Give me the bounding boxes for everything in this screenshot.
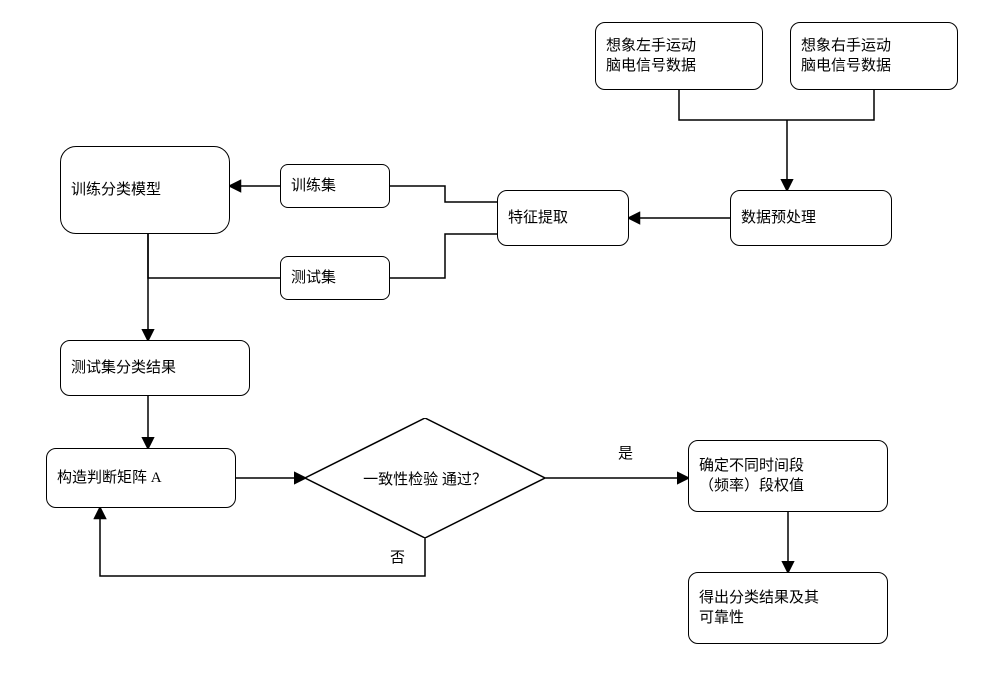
node-label: 训练集 [291, 176, 336, 196]
node-n_testresult: 测试集分类结果 [60, 340, 250, 396]
node-label: 测试集 [291, 268, 336, 288]
edge-e_feat_up [390, 186, 497, 202]
node-label: 特征提取 [508, 208, 568, 228]
edge-e_test_to_model [148, 234, 280, 278]
flowchart-canvas: 想象左手运动 脑电信号数据 想象右手运动 脑电信号数据数据预处理 特征提取 训练集测试… [0, 0, 1000, 690]
node-n_preprocess: 数据预处理 [730, 190, 892, 246]
node-label: 构造判断矩阵 A [57, 468, 162, 488]
node-label: 测试集分类结果 [71, 358, 176, 378]
node-n_feature: 特征提取 [497, 190, 629, 246]
node-label: 想象右手运动 脑电信号数据 [801, 36, 891, 77]
node-label: 训练分类模型 [71, 180, 161, 200]
node-label: 得出分类结果及其 可靠性 [699, 588, 819, 629]
node-label: 确定不同时间段 （频率）段权值 [699, 456, 804, 497]
node-n_right_hand: 想象右手运动 脑电信号数据 [790, 22, 958, 90]
edge-label-yes: 是 [618, 442, 633, 463]
decision-label: 一致性检验 通过？ [305, 418, 545, 538]
node-n_testset: 测试集 [280, 256, 390, 300]
decision-d_check: 一致性检验 通过？ [305, 418, 545, 538]
edge-e_feat_down [390, 234, 497, 278]
node-label: 想象左手运动 脑电信号数据 [606, 36, 696, 77]
node-n_left_hand: 想象左手运动 脑电信号数据 [595, 22, 763, 90]
node-n_matrixA: 构造判断矩阵 A [46, 448, 236, 508]
node-n_weights: 确定不同时间段 （频率）段权值 [688, 440, 888, 512]
edge-e_right_down [787, 90, 874, 120]
edge-e_left_down [679, 90, 787, 120]
node-n_trainmodel: 训练分类模型 [60, 146, 230, 234]
node-label: 数据预处理 [741, 208, 816, 228]
node-n_trainset: 训练集 [280, 164, 390, 208]
node-n_result: 得出分类结果及其 可靠性 [688, 572, 888, 644]
edge-label-no: 否 [390, 546, 405, 567]
